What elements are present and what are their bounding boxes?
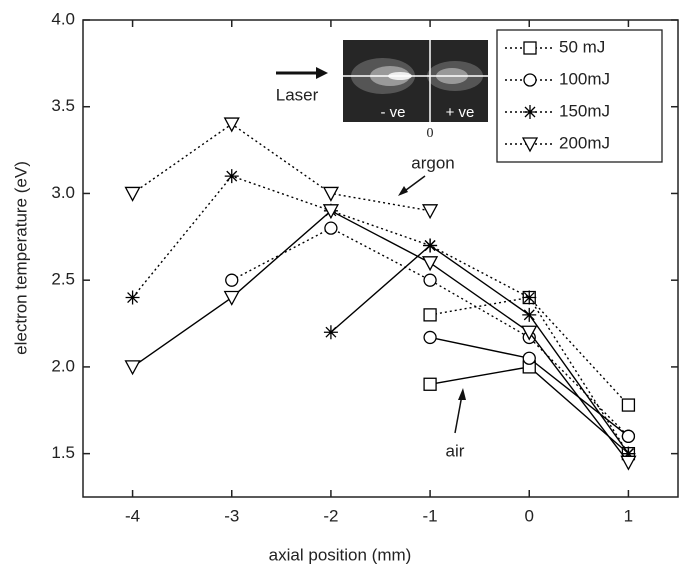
annotation: argon [411,153,454,172]
marker [423,273,437,287]
marker [522,351,536,365]
y-tick-label: 2.0 [51,356,75,375]
legend-label: 150mJ [559,101,610,120]
marker [223,117,240,133]
inset-label: 0 [427,126,434,141]
marker [522,307,537,322]
annotation-arrowhead [458,388,466,400]
y-tick-label: 3.0 [51,183,75,202]
marker [423,238,438,253]
marker [522,290,537,305]
series-line [132,123,431,212]
marker [124,360,141,376]
marker [621,398,636,412]
legend-label: 100mJ [559,69,610,88]
x-tick-label: -2 [323,506,338,525]
marker [421,204,439,220]
y-tick-label: 4.0 [51,9,75,28]
marker [423,377,437,391]
marker [423,330,437,345]
legend-marker [521,137,539,153]
marker [621,446,636,461]
series-line [132,209,629,463]
y-axis-label: electron temperature (eV) [11,161,30,355]
laser-label: Laser [276,85,319,104]
marker [423,308,437,322]
series-line [330,244,629,455]
marker [224,169,239,184]
series-line [132,175,630,455]
marker [620,455,637,471]
x-tick-label: -4 [125,506,140,525]
x-tick-label: 0 [525,506,534,525]
x-axis-label: axial position (mm) [269,545,412,564]
marker [125,290,140,305]
x-tick-label: -1 [423,506,438,525]
marker [521,325,538,341]
inset: - ve + ve 0 Laser [276,40,488,141]
legend-marker [523,73,537,87]
marker [225,273,239,287]
y-tick-label: 3.5 [51,96,75,115]
y-tick-label: 2.5 [51,270,75,289]
legend-marker [523,41,537,55]
series-line [231,227,629,437]
marker [621,429,636,443]
marker [324,221,338,235]
y-tick-label: 1.5 [51,443,75,462]
plot-frame [82,19,679,498]
marker [322,186,340,202]
annotation-arrow [454,394,463,434]
marker [421,256,439,272]
x-tick-label: -3 [224,506,239,525]
inset-label: - ve [380,104,405,121]
marker [223,290,240,306]
legend-label: 50 mJ [559,37,605,56]
annotation: air [446,441,465,460]
marker [124,186,141,202]
x-tick-label: 1 [624,506,633,525]
laser-arrowhead [316,67,328,79]
marker [323,325,338,340]
legend-marker [523,105,537,119]
legend-label: 200mJ [559,133,610,152]
inset-label: + ve [446,104,475,121]
annotation-arrowhead [398,186,408,196]
marker [322,204,340,220]
